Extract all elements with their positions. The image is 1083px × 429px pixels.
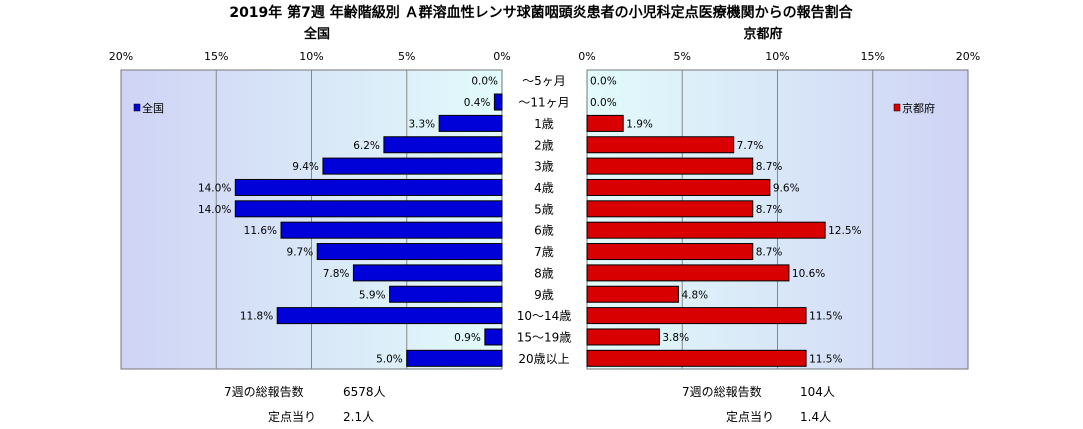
category-label: 7歳 [534, 245, 554, 259]
chart-title: 2019年 第7週 年齢階級別 Ａ群溶血性レンサ球菌咽頭炎患者の小児科定点医療機… [229, 4, 853, 21]
bar-national [234, 178, 503, 196]
bar-national [316, 243, 503, 261]
category-label: 6歳 [534, 224, 554, 238]
category-label: 20歳以上 [518, 352, 569, 366]
legend-swatch-kyoto [893, 103, 901, 112]
category-label: ～11ヶ月 [518, 96, 569, 110]
data-label-kyoto: 4.8% [681, 289, 708, 301]
panel-title-kyoto: 京都府 [743, 26, 782, 42]
bar-kyoto [586, 157, 754, 175]
category-label: 15～19歳 [517, 330, 572, 344]
category-label: 9歳 [534, 288, 554, 302]
footer-national-total-value: 6578人 [343, 385, 386, 399]
bar-national [276, 307, 503, 325]
x-tick-national: 20% [109, 50, 133, 63]
data-label-national: 11.6% [244, 225, 277, 237]
data-label-national: 11.8% [240, 311, 273, 323]
data-label-kyoto: 9.6% [773, 182, 800, 194]
bar-kyoto [586, 178, 771, 196]
bar-national [383, 136, 503, 154]
x-tick-kyoto: 15% [861, 50, 885, 63]
footer-kyoto-total-label: 7週の総報告数 [682, 385, 762, 399]
bar-kyoto [586, 221, 826, 239]
bar-kyoto [586, 264, 790, 282]
x-tick-national: 0% [493, 50, 510, 63]
category-label: 5歳 [534, 202, 554, 216]
data-label-national: 9.4% [292, 161, 319, 173]
data-label-national: 5.9% [359, 289, 386, 301]
legend-kyoto: 京都府 [893, 101, 935, 115]
data-label-kyoto: 0.0% [590, 97, 617, 109]
data-label-kyoto: 10.6% [792, 268, 825, 280]
bar-national [352, 264, 503, 282]
data-label-national: 14.0% [198, 182, 231, 194]
x-tick-kyoto: 20% [956, 50, 980, 63]
footer-national-per-label: 定点当り [268, 410, 317, 424]
legend-national: 全国 [133, 101, 164, 115]
data-label-national: 0.4% [464, 97, 491, 109]
x-tick-kyoto: 0% [578, 50, 595, 63]
data-label-national: 5.0% [376, 353, 403, 365]
data-label-kyoto: 12.5% [828, 225, 861, 237]
category-label: 8歳 [534, 266, 554, 280]
data-label-national: 9.7% [287, 247, 314, 259]
data-label-kyoto: 11.5% [809, 311, 842, 323]
legend-label-kyoto: 京都府 [902, 101, 935, 115]
bar-kyoto [586, 349, 807, 367]
data-label-kyoto: 7.7% [737, 140, 764, 152]
category-label: 4歳 [534, 181, 554, 195]
category-label: ～5ヶ月 [522, 74, 566, 88]
bar-kyoto [586, 243, 754, 261]
legend-label-national: 全国 [142, 101, 164, 115]
data-label-national: 14.0% [198, 204, 231, 216]
data-label-national: 7.8% [323, 268, 350, 280]
bar-kyoto [586, 307, 807, 325]
bar-kyoto [586, 136, 735, 154]
data-label-kyoto: 8.7% [756, 161, 783, 173]
bar-national [493, 93, 503, 111]
data-label-national: 0.9% [454, 332, 481, 344]
bar-national [322, 157, 503, 175]
category-label: 1歳 [534, 117, 554, 131]
bar-national [234, 200, 503, 218]
x-tick-national: 10% [299, 50, 323, 63]
category-label: 10～14歳 [517, 309, 572, 323]
category-label: 3歳 [534, 160, 554, 174]
data-label-kyoto: 8.7% [756, 204, 783, 216]
bar-kyoto [586, 200, 754, 218]
x-tick-kyoto: 5% [674, 50, 691, 63]
bar-national [280, 221, 503, 239]
data-label-kyoto: 1.9% [626, 118, 653, 130]
data-label-kyoto: 3.8% [662, 332, 689, 344]
legend-swatch-national [133, 103, 141, 112]
x-tick-national: 5% [398, 50, 415, 63]
bar-national [389, 285, 503, 303]
footer-national-total-label: 7週の総報告数 [224, 385, 304, 399]
bar-national [406, 349, 503, 367]
data-label-national: 3.3% [408, 118, 435, 130]
footer-kyoto-total-value: 104人 [800, 385, 835, 399]
data-label-kyoto: 11.5% [809, 353, 842, 365]
x-tick-national: 15% [204, 50, 228, 63]
bar-kyoto [586, 285, 679, 303]
panel-title-national: 全国 [303, 26, 330, 42]
bar-national [438, 114, 503, 132]
category-label: 2歳 [534, 138, 554, 152]
footer-national-per-value: 2.1人 [343, 410, 375, 424]
bar-national [484, 328, 503, 346]
data-label-national: 0.0% [471, 76, 498, 88]
data-label-kyoto: 8.7% [756, 247, 783, 259]
x-tick-kyoto: 10% [765, 50, 789, 63]
data-label-national: 6.2% [353, 140, 380, 152]
footer-kyoto-per-value: 1.4人 [800, 410, 832, 424]
data-label-kyoto: 0.0% [590, 76, 617, 88]
bar-kyoto [586, 114, 624, 132]
bar-kyoto [586, 328, 660, 346]
footer-kyoto-per-label: 定点当り [726, 410, 775, 424]
